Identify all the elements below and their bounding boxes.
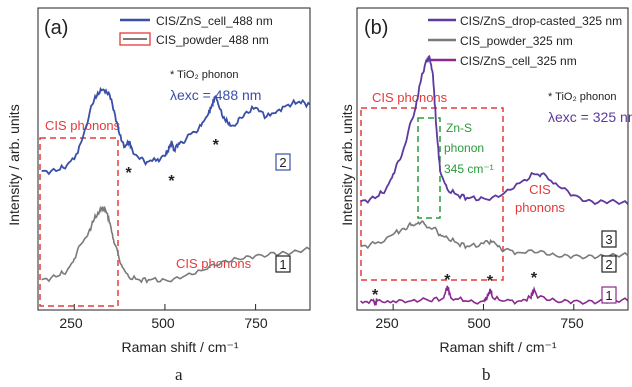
panel-label: (b): [364, 17, 388, 39]
chart-panel-a: Intensity / arb. units 250 500 750 Raman…: [6, 7, 311, 355]
panel-label: (a): [44, 17, 68, 39]
chart-panel-b: Intensity / arb. units 250 500 750 Raman…: [339, 7, 632, 355]
curve-tag-box: [275, 255, 291, 273]
series-line: [41, 205, 311, 284]
series-line: [360, 220, 629, 260]
legend-label: CIS/ZnS_cell_488 nm: [156, 14, 273, 28]
cis-phonons-text: CIS phonons: [176, 256, 252, 271]
tio2-note: * TiO₂ phonon: [170, 69, 238, 81]
plot-frame: [356, 7, 629, 311]
cis-phonons-right: CIS: [529, 182, 551, 197]
series-group: [41, 86, 311, 284]
curve-tag-box: [601, 230, 617, 248]
legend-label: CIS_powder_488 nm: [156, 33, 269, 47]
cis-phonons-box: [39, 137, 119, 307]
zns-label: phonon: [444, 141, 484, 155]
excitation-label: λexc = 325 nm: [548, 109, 632, 125]
curve-tag-box: [275, 153, 291, 171]
y-axis-label: Intensity / arb. units: [339, 104, 355, 225]
star-markers: * * *: [126, 137, 220, 190]
cis-phonons-box-label: CIS phonons: [45, 118, 121, 133]
curve-tag: 2: [279, 155, 286, 170]
y-axis-label: Intensity / arb. units: [6, 104, 22, 225]
figure-sub-label-a: a: [175, 365, 183, 384]
zns-label: 345 cm⁻¹: [444, 162, 494, 176]
star-markers: * * * *: [372, 270, 538, 304]
legend-label: CIS/ZnS_drop-casted_325 nm: [460, 14, 622, 28]
series-line: [360, 285, 629, 307]
x-tick-label: 750: [244, 315, 268, 331]
curve-tag: 1: [279, 257, 286, 272]
legend-marker-gray: [119, 32, 151, 46]
cis-phonons-box: [360, 107, 504, 281]
series-line: [360, 54, 629, 206]
x-tick-label: 500: [151, 315, 175, 331]
cis-phonons-box-label: CIS phonons: [372, 90, 448, 105]
x-ticks: [392, 304, 575, 310]
x-axis-label: Raman shift / cm⁻¹: [121, 339, 238, 355]
series-line: [41, 86, 311, 176]
cis-phonons-right: phonons: [515, 200, 565, 215]
curve-tag: 3: [605, 232, 612, 247]
tio2-star-marker: *: [213, 137, 220, 154]
tio2-star-marker: *: [168, 173, 175, 190]
tio2-star-marker: *: [444, 272, 451, 289]
curve-tag-box: [601, 286, 617, 304]
tio2-star-marker: *: [126, 165, 133, 182]
tio2-star-marker: *: [531, 270, 538, 287]
x-axis-label: Raman shift / cm⁻¹: [439, 339, 556, 355]
curve-tag: 1: [605, 288, 612, 303]
x-tick-label: 750: [560, 315, 584, 331]
curve-tag-box: [601, 255, 617, 273]
x-tick-label: 250: [375, 315, 399, 331]
x-ticks: [73, 304, 257, 310]
tio2-star-marker: *: [372, 287, 379, 304]
tio2-note: * TiO₂ phonon: [548, 91, 616, 103]
curve-tag: 2: [605, 257, 612, 272]
x-tick-label: 500: [467, 315, 491, 331]
excitation-label: λexc = 488 nm: [170, 87, 261, 103]
tio2-star-marker: *: [487, 273, 494, 290]
legend-label: CIS_powder_325 nm: [460, 34, 573, 48]
plot-frame: [37, 7, 311, 311]
zns-label: Zn-S: [446, 121, 472, 135]
x-tick-label: 250: [59, 315, 83, 331]
legend-label: CIS/ZnS_cell_325 nm: [460, 54, 577, 68]
figure-sub-label-b: b: [482, 365, 491, 384]
series-group: [360, 54, 629, 307]
